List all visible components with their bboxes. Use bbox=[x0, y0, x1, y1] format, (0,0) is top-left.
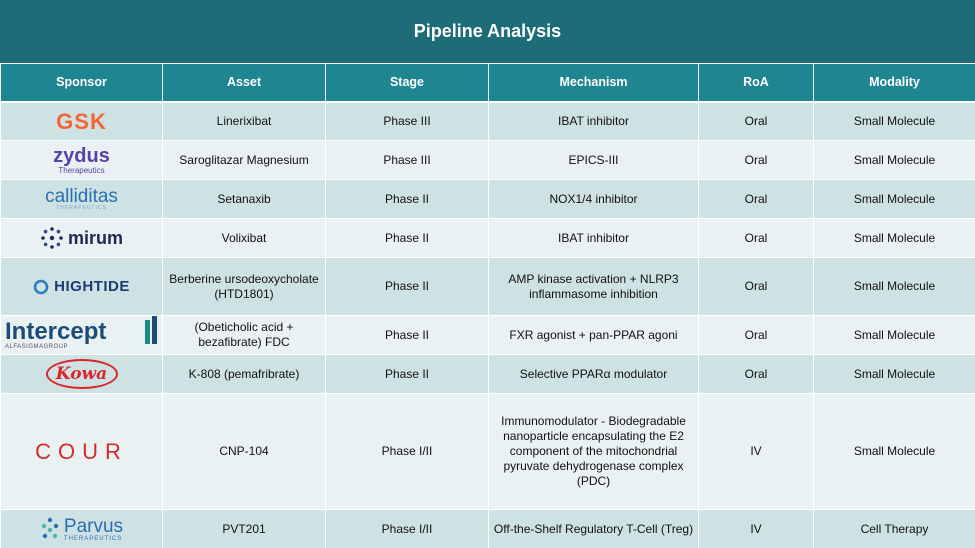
stage-cell: Phase III bbox=[325, 101, 489, 141]
modality-cell: Cell Therapy bbox=[813, 509, 975, 548]
dot-ring-icon bbox=[41, 227, 63, 249]
roa-cell: IV bbox=[698, 509, 814, 548]
stage-cell: Phase II bbox=[325, 218, 489, 258]
zydus-logo: zydus Therapeutics bbox=[53, 144, 110, 175]
modality-cell: Small Molecule bbox=[813, 315, 975, 355]
kowa-logo: Kowa bbox=[5, 359, 158, 389]
stage-cell: Phase III bbox=[325, 140, 489, 180]
asset-cell: (Obeticholic acid + bezafibrate) FDC bbox=[162, 315, 326, 355]
table-row: GSK Linerixibat Phase III IBAT inhibitor… bbox=[0, 101, 975, 141]
table-row: Intercept ALFASIGMAGROUP (Obeticholic ac… bbox=[0, 315, 975, 355]
sponsor-cell: Kowa bbox=[0, 354, 163, 394]
table-row: Parvus THERAPEUTICS PVT201 Phase I/II Of… bbox=[0, 509, 975, 548]
stage-cell: Phase II bbox=[325, 179, 489, 219]
modality-cell: Small Molecule bbox=[813, 101, 975, 141]
roa-cell: Oral bbox=[698, 257, 814, 316]
ring-icon bbox=[33, 279, 49, 294]
header-stage: Stage bbox=[325, 63, 489, 103]
asset-cell: PVT201 bbox=[162, 509, 326, 548]
roa-cell: IV bbox=[698, 393, 814, 510]
dot-cluster-icon bbox=[41, 517, 59, 539]
header-asset: Asset bbox=[162, 63, 326, 103]
calliditas-logo: calliditas THERAPEUTICS bbox=[45, 186, 118, 211]
intercept-logo: Intercept ALFASIGMAGROUP bbox=[5, 316, 158, 350]
roa-cell: Oral bbox=[698, 101, 814, 141]
table-row: mirum Volixibat Phase II IBAT inhibitor … bbox=[0, 218, 975, 258]
header-roa: RoA bbox=[698, 63, 814, 103]
sponsor-cell: HIGHTIDE bbox=[0, 257, 163, 316]
table-row: HIGHTIDE Berberine ursodeoxycholate (HTD… bbox=[0, 257, 975, 316]
modality-cell: Small Molecule bbox=[813, 179, 975, 219]
sponsor-cell: Intercept ALFASIGMAGROUP bbox=[0, 315, 163, 355]
mechanism-cell: AMP kinase activation + NLRP3 inflammaso… bbox=[488, 257, 699, 316]
sponsor-cell: zydus Therapeutics bbox=[0, 140, 163, 180]
header-row: Sponsor Asset Stage Mechanism RoA Modali… bbox=[0, 63, 975, 103]
stage-cell: Phase II bbox=[325, 354, 489, 394]
header-mechanism: Mechanism bbox=[488, 63, 699, 103]
stage-cell: Phase II bbox=[325, 315, 489, 355]
modality-cell: Small Molecule bbox=[813, 140, 975, 180]
stage-cell: Phase II bbox=[325, 257, 489, 316]
header-modality: Modality bbox=[813, 63, 975, 103]
table-row: zydus Therapeutics Saroglitazar Magnesiu… bbox=[0, 140, 975, 180]
page-title: Pipeline Analysis bbox=[0, 0, 975, 63]
mechanism-cell: IBAT inhibitor bbox=[488, 218, 699, 258]
sponsor-cell: mirum bbox=[0, 218, 163, 258]
asset-cell: Volixibat bbox=[162, 218, 326, 258]
mechanism-cell: FXR agonist + pan-PPAR agoni bbox=[488, 315, 699, 355]
table-row: calliditas THERAPEUTICS Setanaxib Phase … bbox=[0, 179, 975, 219]
modality-cell: Small Molecule bbox=[813, 218, 975, 258]
sponsor-cell: Parvus THERAPEUTICS bbox=[0, 509, 163, 548]
pipeline-table: Sponsor Asset Stage Mechanism RoA Modali… bbox=[0, 63, 975, 548]
asset-cell: Linerixibat bbox=[162, 101, 326, 141]
roa-cell: Oral bbox=[698, 140, 814, 180]
asset-cell: Setanaxib bbox=[162, 179, 326, 219]
hightide-logo: HIGHTIDE bbox=[5, 279, 158, 295]
sponsor-cell: calliditas THERAPEUTICS bbox=[0, 179, 163, 219]
mirum-logo: mirum bbox=[5, 226, 158, 250]
mechanism-cell: EPICS-III bbox=[488, 140, 699, 180]
parvus-logo: Parvus THERAPEUTICS bbox=[5, 517, 158, 542]
pillar-icon bbox=[145, 316, 157, 344]
roa-cell: Oral bbox=[698, 315, 814, 355]
gsk-logo: GSK bbox=[56, 108, 107, 134]
mechanism-cell: Off-the-Shelf Regulatory T-Cell (Treg) bbox=[488, 509, 699, 548]
cour-logo: COUR bbox=[35, 439, 128, 464]
stage-cell: Phase I/II bbox=[325, 393, 489, 510]
table-row: COUR CNP-104 Phase I/II Immunomodulator … bbox=[0, 393, 975, 510]
modality-cell: Small Molecule bbox=[813, 354, 975, 394]
asset-cell: K-808 (pemafribrate) bbox=[162, 354, 326, 394]
sponsor-cell: COUR bbox=[0, 393, 163, 510]
asset-cell: Berberine ursodeoxycholate (HTD1801) bbox=[162, 257, 326, 316]
sponsor-cell: GSK bbox=[0, 101, 163, 141]
modality-cell: Small Molecule bbox=[813, 393, 975, 510]
asset-cell: Saroglitazar Magnesium bbox=[162, 140, 326, 180]
modality-cell: Small Molecule bbox=[813, 257, 975, 316]
roa-cell: Oral bbox=[698, 354, 814, 394]
roa-cell: Oral bbox=[698, 218, 814, 258]
stage-cell: Phase I/II bbox=[325, 509, 489, 548]
mechanism-cell: NOX1/4 inhibitor bbox=[488, 179, 699, 219]
mechanism-cell: IBAT inhibitor bbox=[488, 101, 699, 141]
mechanism-cell: Selective PPARα modulator bbox=[488, 354, 699, 394]
asset-cell: CNP-104 bbox=[162, 393, 326, 510]
roa-cell: Oral bbox=[698, 179, 814, 219]
header-sponsor: Sponsor bbox=[0, 63, 163, 103]
mechanism-cell: Immunomodulator - Biodegradable nanopart… bbox=[488, 393, 699, 510]
table-row: Kowa K-808 (pemafribrate) Phase II Selec… bbox=[0, 354, 975, 394]
